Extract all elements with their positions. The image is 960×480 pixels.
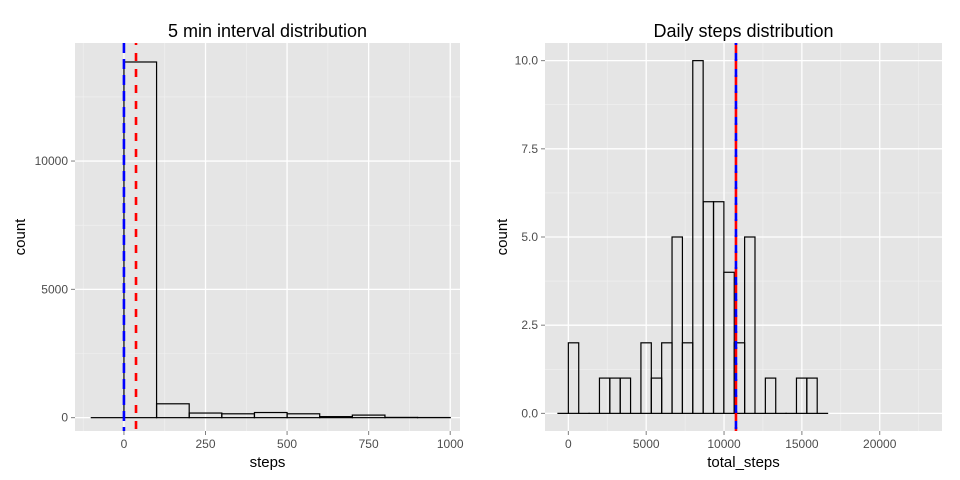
x-axis-label: steps: [250, 454, 286, 471]
tick-labels: 0 5000 10000 15000 20000 0.0 2.5 5.0 7.5 10.0: [515, 54, 897, 451]
histogram-bar: [806, 377, 818, 414]
y-tick-label: 0.0: [521, 406, 538, 420]
x-tick-label: 5000: [633, 437, 660, 451]
chart-title: 5 min interval distribution: [168, 21, 367, 41]
histogram-bar: [351, 414, 386, 419]
y-tick-label: 7.5: [521, 142, 538, 156]
x-tick-label: 15000: [785, 437, 819, 451]
y-tick-label: 5000: [41, 282, 68, 296]
histogram-bar: [619, 377, 632, 414]
y-tick-label: 5.0: [521, 230, 538, 244]
y-axis-label: count: [12, 218, 29, 256]
x-tick-label: 10000: [707, 437, 741, 451]
histogram-bar: [286, 413, 321, 419]
x-tick-label: 0: [565, 437, 572, 451]
histogram-bar: [155, 403, 190, 419]
x-tick-label: 250: [195, 437, 215, 451]
y-tick-label: 10000: [35, 154, 69, 168]
histogram-bar: [567, 342, 580, 414]
chart-title: Daily steps distribution: [653, 21, 833, 41]
x-tick-label: 1000: [437, 437, 464, 451]
plot-background: [75, 43, 460, 431]
histogram-bars: [557, 60, 829, 414]
x-axis-label: total_steps: [707, 454, 780, 471]
y-tick-label: 0: [61, 411, 68, 425]
reference-lines: [122, 43, 138, 431]
histogram-bar: [319, 416, 353, 419]
histogram-bar: [764, 377, 777, 414]
histogram-bar: [671, 236, 684, 414]
x-tick-label: 0: [121, 437, 128, 451]
histogram-bar: [744, 236, 756, 414]
x-tick-label: 500: [277, 437, 297, 451]
y-tick-label: 2.5: [521, 318, 538, 332]
y-axis-label: count: [494, 218, 511, 256]
y-tick-label: 10.0: [515, 54, 539, 68]
x-tick-label: 750: [359, 437, 379, 451]
x-tick-label: 20000: [863, 437, 897, 451]
panel-daily-distribution: 0 5000 10000 15000 20000 0.0 2.5 5.0 7.5 10.0 Dai…: [494, 21, 942, 471]
